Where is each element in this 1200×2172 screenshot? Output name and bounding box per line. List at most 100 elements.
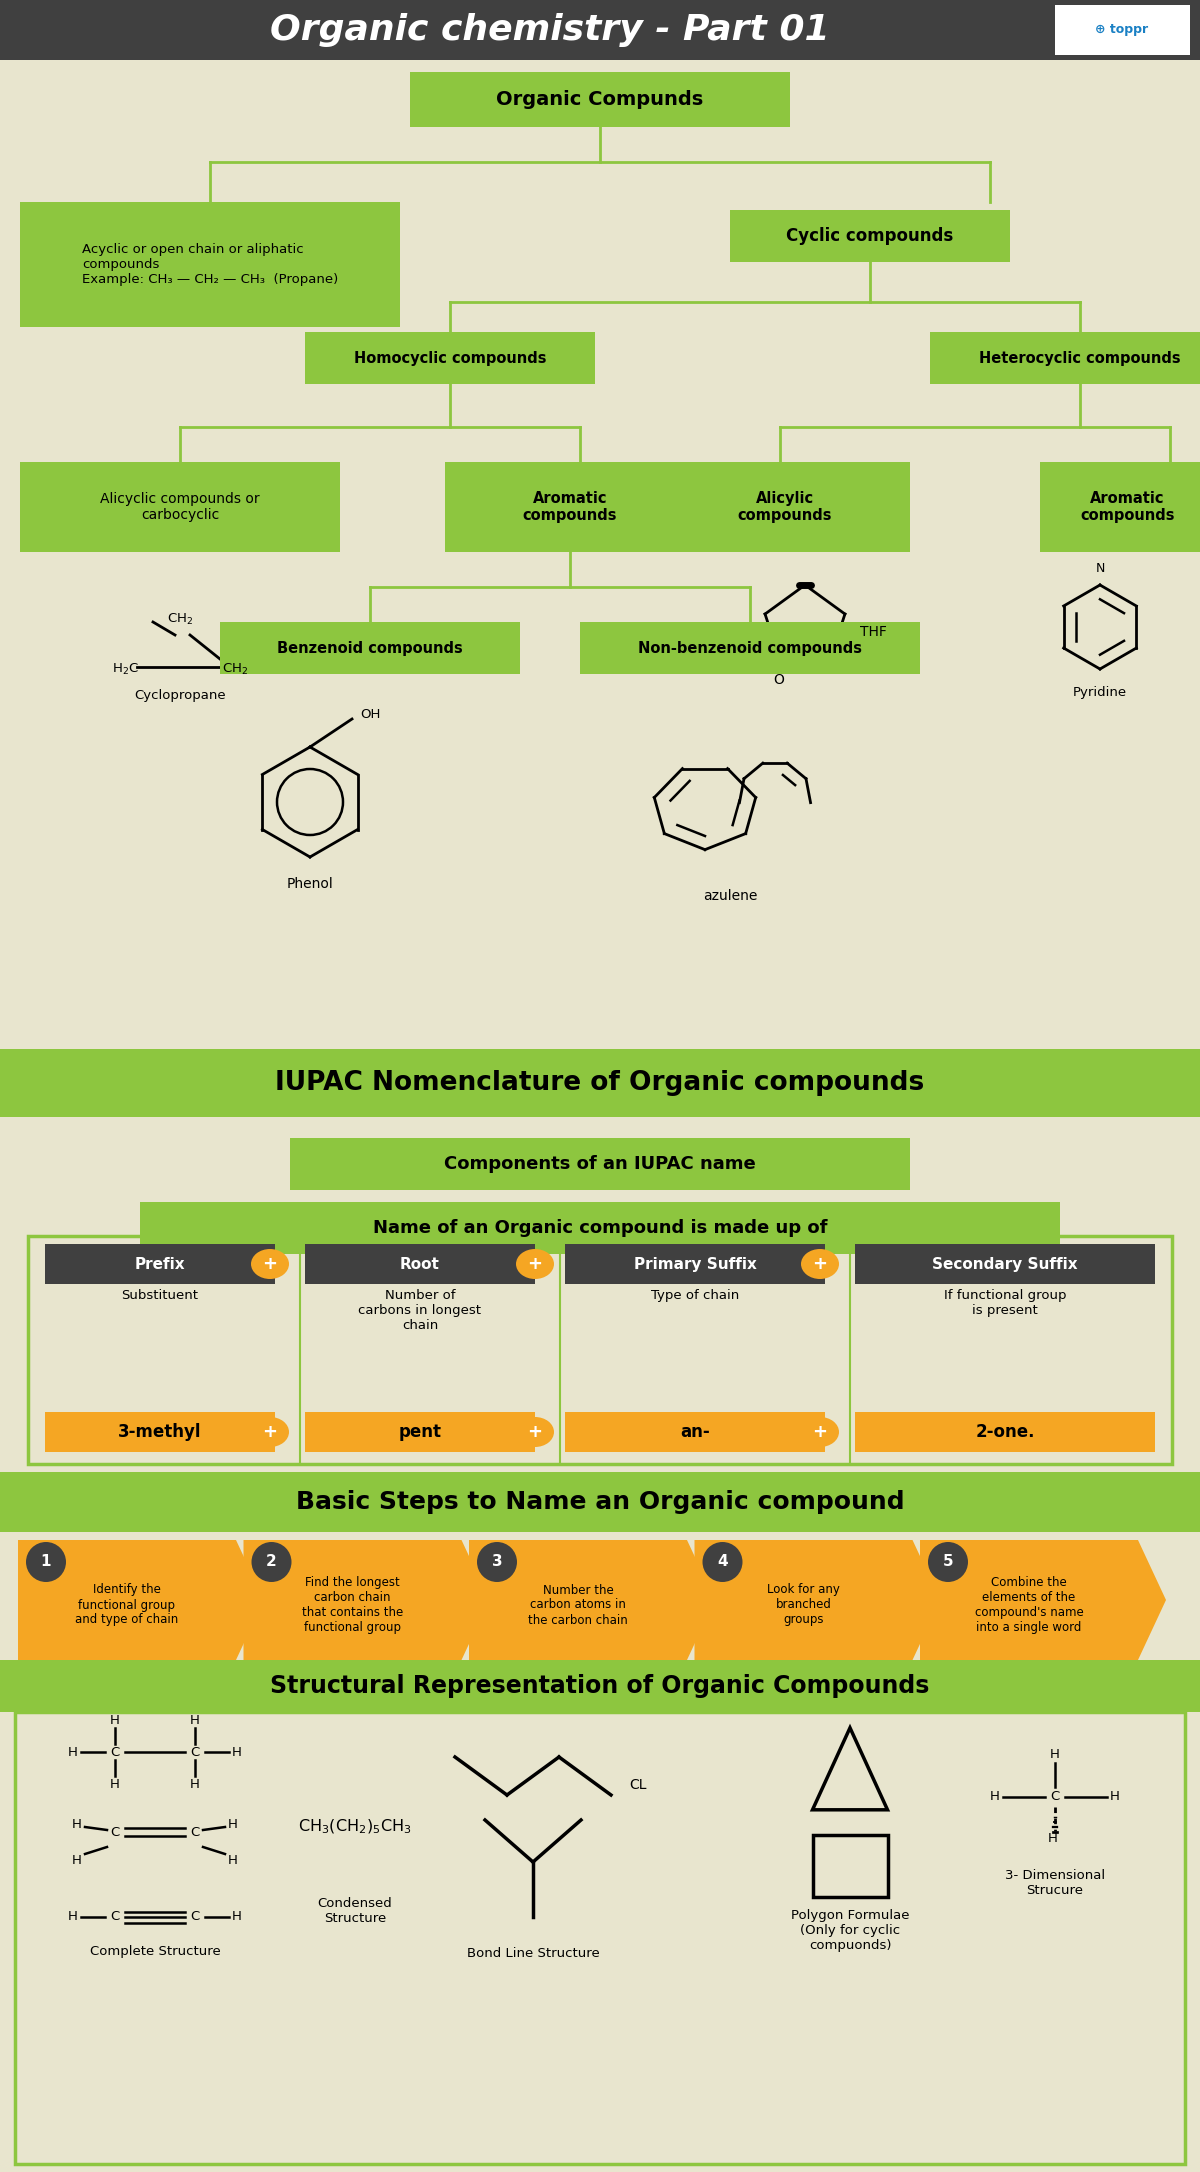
Polygon shape (244, 1540, 490, 1659)
Text: azulene: azulene (703, 888, 757, 904)
FancyBboxPatch shape (305, 1412, 535, 1453)
FancyBboxPatch shape (445, 463, 695, 552)
Text: +: + (528, 1255, 542, 1273)
Polygon shape (18, 1540, 264, 1659)
Circle shape (928, 1542, 968, 1581)
Text: +: + (812, 1423, 828, 1440)
Ellipse shape (802, 1416, 839, 1447)
FancyBboxPatch shape (580, 621, 920, 673)
Text: pent: pent (398, 1423, 442, 1440)
Circle shape (26, 1542, 66, 1581)
Text: Non-benzenoid compounds: Non-benzenoid compounds (638, 641, 862, 656)
Text: Structural Representation of Organic Compounds: Structural Representation of Organic Com… (270, 1675, 930, 1699)
Text: +: + (263, 1255, 277, 1273)
Ellipse shape (251, 1249, 289, 1279)
Text: H: H (72, 1818, 82, 1831)
Text: H: H (68, 1746, 78, 1759)
Text: H: H (228, 1853, 238, 1866)
Text: Cyclic compounds: Cyclic compounds (786, 228, 954, 245)
Text: C: C (110, 1824, 120, 1838)
Text: H: H (990, 1790, 1000, 1803)
Ellipse shape (251, 1416, 289, 1447)
Text: Complete Structure: Complete Structure (90, 1944, 221, 1957)
Text: Components of an IUPAC name: Components of an IUPAC name (444, 1156, 756, 1173)
Text: Alicylic
compounds: Alicylic compounds (738, 491, 833, 523)
Text: 5: 5 (943, 1555, 953, 1570)
Polygon shape (469, 1540, 715, 1659)
Text: +: + (528, 1423, 542, 1440)
Text: Aromatic
compounds: Aromatic compounds (1080, 491, 1175, 523)
Text: N: N (1096, 563, 1105, 576)
FancyBboxPatch shape (20, 202, 400, 328)
Text: Find the longest
carbon chain
that contains the
functional group: Find the longest carbon chain that conta… (302, 1577, 403, 1633)
Text: 3: 3 (492, 1555, 503, 1570)
Text: H: H (190, 1714, 200, 1727)
Circle shape (252, 1542, 292, 1581)
Text: Combine the
elements of the
compound's name
into a single word: Combine the elements of the compound's n… (974, 1577, 1084, 1633)
Circle shape (478, 1542, 517, 1581)
FancyBboxPatch shape (46, 1412, 275, 1453)
Text: C: C (110, 1746, 120, 1759)
Text: 1: 1 (41, 1555, 52, 1570)
FancyBboxPatch shape (0, 1473, 1200, 1531)
FancyBboxPatch shape (1040, 463, 1200, 552)
Text: 4: 4 (718, 1555, 728, 1570)
Text: O: O (773, 673, 784, 686)
Text: $\mathregular{CH_3(CH_2)_5CH_3}$: $\mathregular{CH_3(CH_2)_5CH_3}$ (299, 1818, 412, 1835)
Text: Number the
carbon atoms in
the carbon chain: Number the carbon atoms in the carbon ch… (528, 1583, 628, 1627)
Text: Cyclopropane: Cyclopropane (134, 689, 226, 702)
FancyBboxPatch shape (660, 463, 910, 552)
FancyBboxPatch shape (140, 1201, 1060, 1253)
Text: OH: OH (360, 708, 380, 721)
Text: Benzenoid compounds: Benzenoid compounds (277, 641, 463, 656)
Text: Primary Suffix: Primary Suffix (634, 1255, 756, 1271)
Text: Organic chemistry - Part 01: Organic chemistry - Part 01 (270, 13, 830, 48)
Text: Pyridine: Pyridine (1073, 686, 1127, 699)
FancyBboxPatch shape (290, 1138, 910, 1190)
Text: Identify the
functional group
and type of chain: Identify the functional group and type o… (76, 1583, 179, 1627)
Text: $\rm CH_2$: $\rm CH_2$ (222, 662, 248, 675)
Text: Alicyclic compounds or
carbocyclic: Alicyclic compounds or carbocyclic (100, 491, 260, 521)
Text: If functional group
is present: If functional group is present (943, 1288, 1067, 1316)
Text: an-: an- (680, 1423, 710, 1440)
Text: C: C (191, 1746, 199, 1759)
FancyBboxPatch shape (305, 332, 595, 384)
Circle shape (702, 1542, 743, 1581)
FancyBboxPatch shape (856, 1245, 1154, 1284)
FancyBboxPatch shape (930, 332, 1200, 384)
Text: 3- Dimensional
Strucure: 3- Dimensional Strucure (1004, 1868, 1105, 1896)
Text: H: H (1048, 1833, 1058, 1846)
Text: H: H (1050, 1748, 1060, 1761)
FancyBboxPatch shape (46, 1245, 275, 1284)
Text: ⊕ toppr: ⊕ toppr (1096, 24, 1148, 37)
FancyBboxPatch shape (565, 1245, 826, 1284)
Text: Phenol: Phenol (287, 877, 334, 891)
FancyBboxPatch shape (0, 1049, 1200, 1116)
FancyBboxPatch shape (20, 463, 340, 552)
Text: Look for any
branched
groups: Look for any branched groups (767, 1583, 840, 1627)
Text: Heterocyclic compounds: Heterocyclic compounds (979, 350, 1181, 365)
Polygon shape (920, 1540, 1166, 1659)
FancyBboxPatch shape (410, 72, 790, 126)
Text: C: C (110, 1911, 120, 1924)
Text: Polygon Formulae
(Only for cyclic
compuonds): Polygon Formulae (Only for cyclic compuo… (791, 1909, 910, 1953)
Text: C: C (1050, 1790, 1060, 1803)
Text: Condensed
Structure: Condensed Structure (318, 1896, 392, 1924)
Text: $\rm CH_2$: $\rm CH_2$ (167, 613, 193, 626)
Text: 2-one.: 2-one. (976, 1423, 1034, 1440)
Text: Organic Compunds: Organic Compunds (497, 89, 703, 109)
Text: CL: CL (629, 1779, 647, 1792)
FancyBboxPatch shape (220, 621, 520, 673)
Text: Number of
carbons in longest
chain: Number of carbons in longest chain (359, 1288, 481, 1331)
FancyBboxPatch shape (856, 1412, 1154, 1453)
Text: C: C (191, 1824, 199, 1838)
Text: IUPAC Nomenclature of Organic compounds: IUPAC Nomenclature of Organic compounds (275, 1071, 925, 1097)
Text: Acyclic or open chain or aliphatic
compounds
Example: CH₃ — CH₂ — CH₃  (Propane): Acyclic or open chain or aliphatic compo… (82, 243, 338, 287)
Text: Type of chain: Type of chain (650, 1288, 739, 1301)
Text: H: H (68, 1911, 78, 1924)
Ellipse shape (516, 1249, 554, 1279)
Text: Homocyclic compounds: Homocyclic compounds (354, 350, 546, 365)
Text: THF: THF (860, 626, 887, 639)
Text: Name of an Organic compound is made up of: Name of an Organic compound is made up o… (373, 1218, 827, 1238)
Text: Bond Line Structure: Bond Line Structure (467, 1946, 599, 1959)
